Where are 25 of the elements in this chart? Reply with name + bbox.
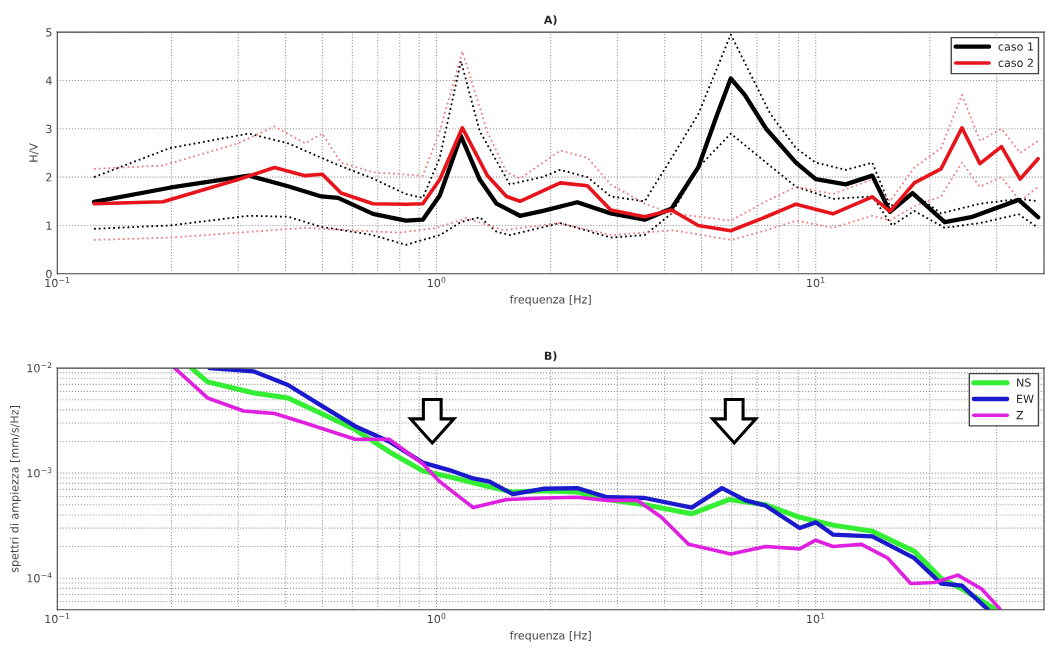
y-axis-title: H/V bbox=[29, 143, 39, 162]
y-tick-label: 10$^{−4}$ bbox=[27, 572, 52, 583]
chart-title: B) bbox=[544, 351, 557, 362]
y-tick-label: 2 bbox=[46, 173, 52, 182]
legend-label: caso 1 bbox=[998, 42, 1033, 51]
x-tick-label: 10$^{1}$ bbox=[807, 277, 825, 288]
y-tick-label: 0 bbox=[46, 269, 52, 279]
legend-label: Z bbox=[1016, 411, 1024, 420]
y-tick-label: 4 bbox=[45, 76, 52, 85]
chart-title: A) bbox=[543, 15, 557, 26]
y-axis-title: spettri di ampiezza [mm/s/Hz] bbox=[10, 406, 21, 573]
legend-label: NS bbox=[1017, 378, 1031, 387]
x-tick-label: 10$^{1}$ bbox=[807, 613, 825, 624]
x-tick-label: 10$^{0}$ bbox=[427, 613, 446, 624]
x-tick-label: 10$^{−1}$ bbox=[45, 613, 70, 624]
y-tick-label: 3 bbox=[46, 124, 52, 134]
x-axis-title: frequenza [Hz] bbox=[509, 630, 591, 642]
x-axis-title: frequenza [Hz] bbox=[509, 294, 591, 306]
y-tick-label: 10$^{−3}$ bbox=[27, 467, 52, 478]
y-tick-label: 1 bbox=[46, 221, 52, 230]
legend-label: EW bbox=[1017, 394, 1034, 403]
legend-label: caso 2 bbox=[998, 58, 1033, 67]
y-tick-label: 5 bbox=[46, 28, 52, 37]
x-tick-label: 10$^{0}$ bbox=[427, 276, 446, 288]
y-tick-label: 10$^{−2}$ bbox=[27, 362, 52, 373]
